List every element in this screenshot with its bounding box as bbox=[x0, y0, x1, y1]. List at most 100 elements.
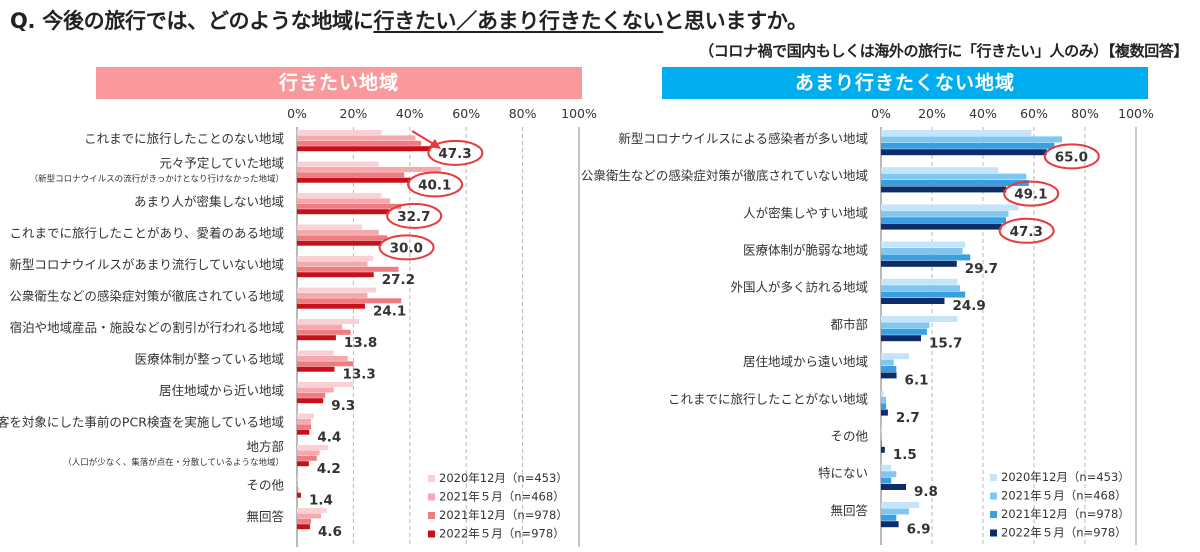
left-bar bbox=[297, 161, 379, 167]
left-bar bbox=[297, 172, 405, 178]
right-bar bbox=[881, 291, 966, 298]
left-data-label: 30.0 bbox=[390, 240, 423, 256]
right-bar bbox=[881, 241, 966, 248]
right-category-label: 人が密集しやすい地域 bbox=[743, 205, 868, 220]
left-data-label: 1.4 bbox=[309, 492, 333, 508]
right-data-label: 15.7 bbox=[929, 335, 962, 351]
right-category-label: 医療体制が脆弱な地域 bbox=[743, 243, 868, 258]
left-data-label: 24.1 bbox=[373, 303, 406, 319]
left-bar bbox=[297, 146, 431, 152]
right-highlight-circle bbox=[1043, 143, 1100, 170]
left-bar bbox=[297, 392, 326, 398]
right-bar bbox=[881, 186, 1007, 193]
left-data-label: 4.4 bbox=[317, 429, 341, 445]
right-bar bbox=[881, 298, 945, 304]
right-legend-swatch bbox=[990, 474, 997, 481]
left-bar bbox=[297, 256, 374, 261]
left-legend-swatch bbox=[428, 475, 435, 482]
left-bar bbox=[297, 261, 368, 267]
right-tick-label: 0% bbox=[871, 106, 891, 121]
right-bar bbox=[881, 446, 885, 453]
left-bar bbox=[297, 140, 422, 146]
left-bar bbox=[297, 240, 382, 246]
left-bar bbox=[297, 319, 360, 324]
left-bar bbox=[297, 445, 329, 450]
question-title: Q. 今後の旅行では、どのような地域に行きたい／あまり行きたくないと思いますか。 bbox=[10, 5, 808, 35]
left-data-label: 47.3 bbox=[438, 146, 471, 162]
left-tick-label: 80% bbox=[509, 106, 537, 121]
right-chart-title: あまり行きたくない地域 bbox=[662, 67, 1148, 99]
right-bar bbox=[881, 130, 1032, 136]
left-bar bbox=[297, 303, 365, 309]
right-bar bbox=[881, 514, 897, 521]
right-bar bbox=[881, 403, 887, 410]
question-text-underlined: 行きたい／あまり行きたくない bbox=[373, 9, 664, 33]
left-category-label: 公衆衛生などの感染症対策が徹底されている地域 bbox=[9, 289, 284, 304]
right-bar bbox=[881, 136, 1063, 143]
left-bar bbox=[297, 508, 327, 513]
right-bar bbox=[881, 366, 897, 372]
left-chart-title: 行きたい地域 bbox=[96, 67, 582, 99]
left-highlight-circle bbox=[427, 139, 484, 166]
right-data-label: 9.8 bbox=[914, 484, 938, 500]
left-bar bbox=[297, 166, 441, 172]
left-bar bbox=[297, 209, 390, 215]
left-bar bbox=[297, 135, 416, 141]
right-tick-label: 20% bbox=[918, 106, 946, 121]
right-bar bbox=[881, 353, 910, 360]
left-bar bbox=[297, 429, 310, 435]
left-bar bbox=[297, 366, 335, 372]
left-tick-label: 60% bbox=[452, 106, 480, 121]
left-bar bbox=[297, 481, 299, 487]
right-data-label: 2.7 bbox=[896, 410, 920, 426]
question-prefix: Q. bbox=[10, 9, 36, 33]
question-subtitle: （コロナ禍で国内もしくは海外の旅行に「行きたい」人のみ）【複数回答】 bbox=[699, 42, 1188, 60]
right-bar bbox=[881, 434, 882, 440]
right-tick-label: 60% bbox=[1020, 106, 1048, 121]
right-legend-swatch bbox=[990, 511, 997, 518]
left-bar bbox=[297, 361, 354, 367]
right-bar bbox=[881, 427, 883, 434]
right-bar bbox=[881, 322, 930, 329]
right-bar bbox=[881, 390, 884, 397]
left-category-label: 医療体制が整っている地域 bbox=[135, 352, 284, 367]
right-tick-label: 100% bbox=[1118, 106, 1154, 121]
left-tick-label: 0% bbox=[287, 106, 307, 121]
right-tick-label: 40% bbox=[969, 106, 997, 121]
left-category-label: これまでに旅行したことがあり、愛着のある地域 bbox=[9, 226, 284, 241]
question-text-start: 今後の旅行では、どのような地域に bbox=[42, 9, 374, 33]
left-bar bbox=[297, 177, 411, 183]
right-highlight-circle bbox=[1003, 180, 1060, 207]
right-bar bbox=[881, 248, 963, 254]
left-legend-swatch bbox=[428, 512, 435, 519]
right-bar bbox=[881, 409, 888, 416]
left-bar bbox=[297, 193, 382, 198]
left-category-label: その他 bbox=[246, 478, 284, 493]
right-data-label: 6.1 bbox=[905, 373, 929, 389]
right-category-label: その他 bbox=[830, 429, 868, 444]
left-bar bbox=[297, 492, 301, 498]
left-bar bbox=[297, 272, 374, 278]
left-bar bbox=[297, 329, 351, 335]
left-bar bbox=[297, 224, 362, 230]
left-bar bbox=[297, 355, 348, 361]
left-category-label: 無回答 bbox=[246, 509, 284, 524]
right-bar bbox=[881, 149, 1047, 156]
left-bar bbox=[297, 198, 391, 204]
left-bar bbox=[297, 524, 310, 530]
left-data-label: 9.3 bbox=[331, 398, 355, 414]
right-bar bbox=[881, 335, 922, 342]
left-highlight-circle bbox=[386, 202, 443, 229]
left-bar bbox=[297, 418, 312, 424]
left-category-label: あまり人が密集しない地域 bbox=[134, 194, 284, 209]
left-tick-label: 40% bbox=[396, 106, 424, 121]
right-bar bbox=[881, 173, 1027, 180]
right-bar bbox=[881, 180, 1029, 186]
left-legend-swatch bbox=[428, 493, 435, 501]
right-category-label: 外国人が多く訪れる地域 bbox=[730, 280, 868, 295]
right-bar bbox=[881, 508, 910, 515]
right-bar bbox=[881, 484, 906, 490]
left-category-label: 宿泊や地域産品・施設などの割引が行われる地域 bbox=[10, 320, 284, 335]
left-bar bbox=[297, 350, 334, 356]
right-legend-swatch bbox=[990, 529, 997, 537]
